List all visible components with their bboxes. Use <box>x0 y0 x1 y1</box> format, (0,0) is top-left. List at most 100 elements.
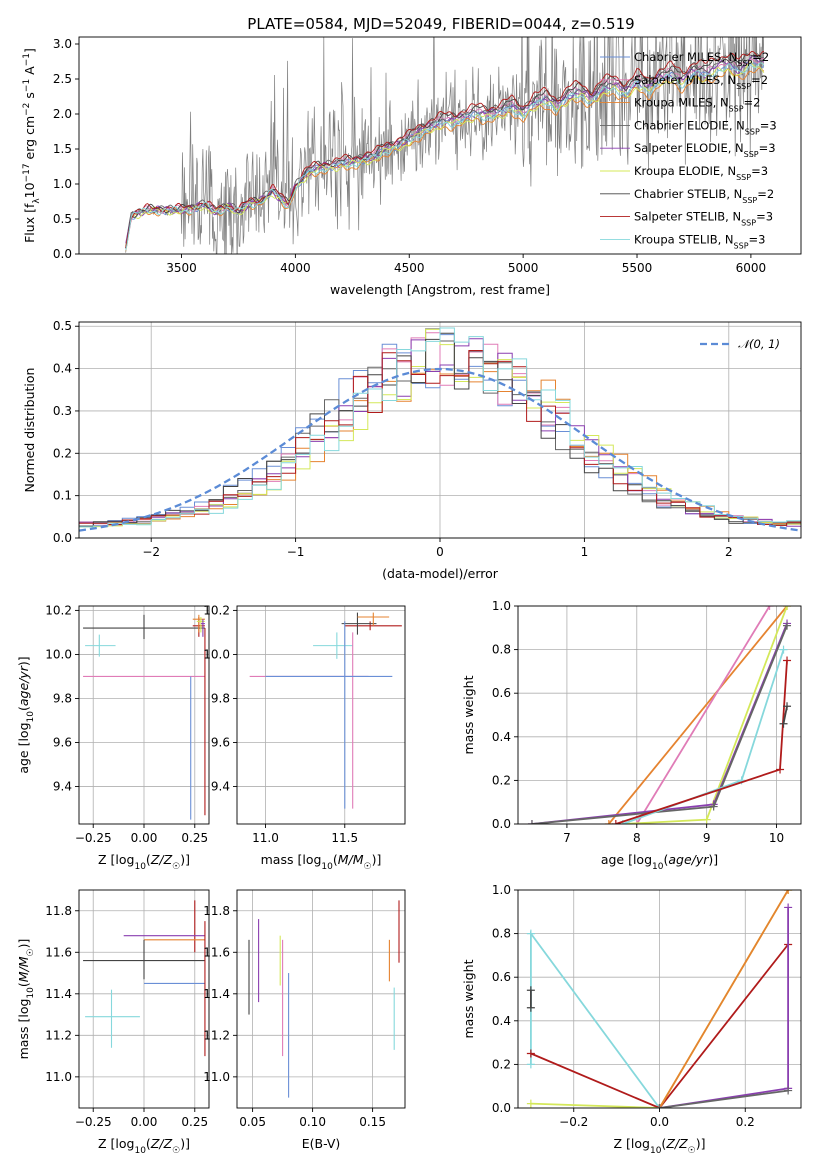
y-tick-label: 10.0 <box>203 647 230 661</box>
errorbar-kroupa_stelib <box>85 634 116 657</box>
weight-marker <box>779 719 788 728</box>
histogram-salpeter_stelib <box>79 350 801 538</box>
label-part: 10 <box>26 987 36 999</box>
y-tick-label: 10.0 <box>45 647 72 661</box>
label-part: 10 <box>652 862 664 872</box>
weight-marker <box>526 1049 535 1058</box>
weight-marker <box>784 890 793 894</box>
label-part: Flux [f <box>22 203 37 243</box>
y-tick-label: 11.2 <box>45 1028 72 1042</box>
x-tick-label: 2 <box>725 545 733 559</box>
label-part: log <box>115 1136 134 1151</box>
y-tick-label: 9.4 <box>211 780 230 794</box>
label-part: ☉ <box>364 862 372 872</box>
label-part: ( <box>663 852 668 867</box>
x-tick-label: 0.15 <box>359 1115 386 1129</box>
y-tick-label: 0.1 <box>53 489 72 503</box>
weight_vs_Z-xlabel: Z [log10(Z/Z☉)] <box>613 1136 705 1156</box>
label-part: 10 <box>22 182 37 198</box>
y-tick-label: 0.0 <box>492 817 511 831</box>
mass_vs_Z-ylabel: mass [log10(M/M☉)] <box>16 939 36 1060</box>
label-part: ☉ <box>688 1146 696 1156</box>
weight-line-salpeter_elodie <box>659 907 789 1108</box>
residuals-frame <box>78 321 802 539</box>
y-tick-label: 1.5 <box>53 142 72 156</box>
label-part: ( <box>146 852 151 867</box>
y-tick-label: 0.4 <box>53 362 72 376</box>
y-tick-label: 0.5 <box>53 319 72 333</box>
label-part: log <box>16 722 31 741</box>
age_vs_Z-axes: −0.25 0.00 0.25 9.4 9.6 9.8 10.0 10.2 <box>45 603 209 845</box>
y-tick-label: 0.2 <box>492 773 511 787</box>
label-part: ( <box>16 706 31 711</box>
legend-text: Salpeter STELIB, N <box>634 210 741 224</box>
weight_vs_age-ylabel: mass weight <box>461 675 476 754</box>
weight-marker <box>783 702 792 711</box>
legend-text: Salpeter MILES, N <box>634 73 736 87</box>
spectrum-ylabel: Flux [fλ10−17 erg cm−2 s−1 A−1] <box>22 48 42 243</box>
legend-subscript: SSP <box>745 127 760 136</box>
spectrum-frame <box>78 36 802 255</box>
label-part: ] <box>22 48 37 53</box>
mass_vs_ebv-plot <box>248 900 400 1098</box>
label-part: ☉ <box>172 1146 180 1156</box>
legend-text: =3 <box>756 210 773 224</box>
y-tick-label: 1.0 <box>492 883 511 897</box>
label-part: Z [ <box>98 1136 115 1151</box>
label-part: log <box>631 1136 650 1151</box>
y-tick-label: 0.0 <box>492 1101 511 1115</box>
age_vs_mass-grid <box>237 606 405 824</box>
weight_vs_Z-plot <box>526 890 793 1108</box>
x-tick-label: 0.0 <box>650 1115 669 1129</box>
mass_vs_Z-axes: −0.25 0.00 0.25 11.0 11.2 11.4 11.6 11.8 <box>45 890 209 1129</box>
x-tick-label: 0.2 <box>736 1115 755 1129</box>
weight-marker <box>702 815 711 824</box>
weight_vs_age-xlabel: age [log10(age/yr)] <box>601 852 718 872</box>
label-part: A <box>22 66 37 79</box>
x-tick-label: 10 <box>769 831 784 845</box>
label-part: )] <box>372 852 382 867</box>
y-tick-label: 10.2 <box>203 603 230 617</box>
weight-line-kroupa_miles <box>608 606 788 824</box>
errorbar-chabrier_stelib <box>83 939 205 980</box>
label-part: 10 <box>26 711 36 723</box>
errorbar-salpeter_elodie <box>200 619 205 637</box>
age_vs_mass-xlabel: mass [log10(M/M☉)] <box>261 852 382 872</box>
y-tick-label: 11.2 <box>203 1028 230 1042</box>
legend-label: Chabrier MILES, NSSP=2 <box>634 50 769 68</box>
x-tick-label: 0.10 <box>299 1115 326 1129</box>
weight-line-salpeter_miles <box>636 606 771 824</box>
legend-subscript: SSP <box>741 218 756 227</box>
legend-label: Salpeter MILES, NSSP=2 <box>634 73 768 91</box>
label-part: λ <box>32 198 42 204</box>
label-part: E(B-V) <box>302 1136 341 1151</box>
y-tick-label: 10.2 <box>45 603 72 617</box>
label-part: age [ <box>601 852 633 867</box>
label-part: age/yr <box>16 665 31 706</box>
label-part: M/M <box>16 956 31 982</box>
y-tick-label: 0.2 <box>53 446 72 460</box>
x-tick-label: 0.00 <box>131 1115 158 1129</box>
age_vs_Z-frame <box>78 605 210 825</box>
label-part: ( <box>661 1136 666 1151</box>
x-tick-label: 11.5 <box>331 831 358 845</box>
x-tick-label: 0.25 <box>181 1115 208 1129</box>
x-tick-label: −1 <box>287 545 305 559</box>
normal-curve <box>79 367 801 532</box>
legend-subscript: SSP <box>736 81 751 90</box>
model-line-salpeter_stelib <box>125 50 765 248</box>
legend-label: Kroupa STELIB, NSSP=3 <box>634 232 765 250</box>
weight-marker <box>709 802 718 811</box>
weight-marker <box>776 765 785 774</box>
legend-text: =2 <box>757 187 774 201</box>
label-part: )] <box>696 1136 706 1151</box>
label-part: s <box>22 92 37 103</box>
model-line-kroupa_elodie <box>125 61 765 246</box>
y-tick-label: 0.0 <box>53 531 72 545</box>
legend-text: Kroupa ELODIE, N <box>634 164 736 178</box>
y-tick-label: 9.8 <box>211 691 230 705</box>
weight-marker <box>779 645 788 654</box>
mass_vs_ebv-frame <box>236 889 406 1109</box>
legend-text: =2 <box>744 96 761 110</box>
label-part: erg cm <box>22 116 37 164</box>
